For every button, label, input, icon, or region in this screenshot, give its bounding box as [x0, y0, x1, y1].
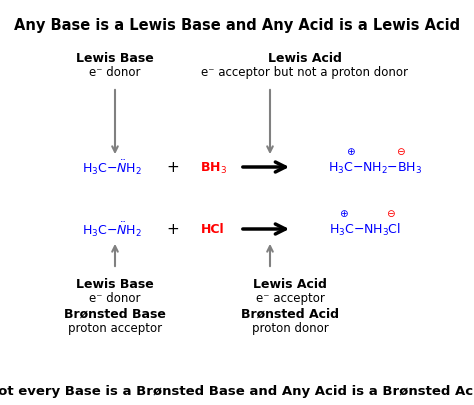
Text: +: +: [167, 160, 179, 175]
Text: e⁻ donor: e⁻ donor: [89, 291, 141, 304]
Text: +: +: [167, 222, 179, 237]
Text: Brønsted Acid: Brønsted Acid: [241, 307, 339, 320]
Text: BH$_3$: BH$_3$: [200, 160, 227, 175]
Text: e⁻ donor: e⁻ donor: [89, 66, 141, 79]
Text: Brønsted Base: Brønsted Base: [64, 307, 166, 320]
Text: H$_3$C$-$NH$_3$Cl: H$_3$C$-$NH$_3$Cl: [329, 222, 401, 237]
Text: proton donor: proton donor: [252, 321, 328, 334]
Text: e⁻ acceptor but not a proton donor: e⁻ acceptor but not a proton donor: [201, 66, 409, 79]
Text: HCl: HCl: [201, 223, 225, 236]
Text: H$_3$C$-$NH$_2$$-$BH$_3$: H$_3$C$-$NH$_2$$-$BH$_3$: [328, 160, 422, 175]
Text: ⊖: ⊖: [386, 209, 394, 218]
Text: proton acceptor: proton acceptor: [68, 321, 162, 334]
Text: Not every Base is a Brønsted Base and Any Acid is a Brønsted Acid: Not every Base is a Brønsted Base and An…: [0, 384, 474, 397]
Text: Lewis Acid: Lewis Acid: [253, 277, 327, 290]
Text: e⁻ acceptor: e⁻ acceptor: [255, 291, 324, 304]
Text: H$_3$C$-\ddot{N}$H$_2$: H$_3$C$-\ddot{N}$H$_2$: [82, 158, 142, 177]
Text: Lewis Base: Lewis Base: [76, 277, 154, 290]
Text: Lewis Base: Lewis Base: [76, 52, 154, 65]
Text: Any Base is a Lewis Base and Any Acid is a Lewis Acid: Any Base is a Lewis Base and Any Acid is…: [14, 18, 460, 33]
Text: ⊖: ⊖: [396, 147, 404, 157]
Text: ⊕: ⊕: [346, 147, 355, 157]
Text: ⊕: ⊕: [338, 209, 347, 218]
Text: H$_3$C$-\ddot{N}$H$_2$: H$_3$C$-\ddot{N}$H$_2$: [82, 220, 142, 239]
Text: Lewis Acid: Lewis Acid: [268, 52, 342, 65]
